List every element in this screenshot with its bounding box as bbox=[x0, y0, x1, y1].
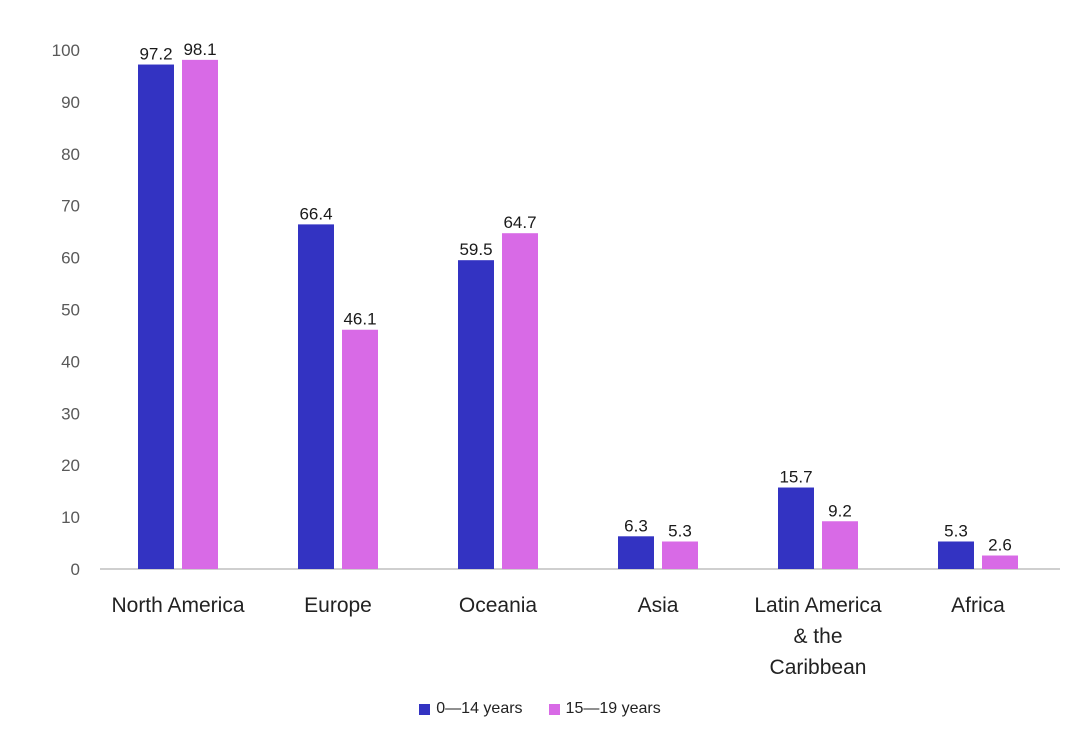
y-tick-label: 40 bbox=[61, 352, 80, 371]
y-tick-label: 90 bbox=[61, 93, 80, 112]
data-label: 2.6 bbox=[988, 536, 1012, 555]
legend-swatch-series-1 bbox=[419, 703, 431, 715]
bar bbox=[138, 64, 174, 570]
data-label: 59.5 bbox=[459, 240, 492, 259]
bar bbox=[822, 521, 858, 569]
bar bbox=[342, 329, 378, 569]
data-label: 64.7 bbox=[503, 213, 536, 232]
data-label: 46.1 bbox=[343, 310, 376, 329]
bar-chart: 0 10 20 30 40 50 60 70 80 90 100 97.2 98.1 66.4 46.1 5… bbox=[52, 40, 1060, 679]
data-label: 9.2 bbox=[828, 501, 852, 520]
category-label: Europe bbox=[304, 594, 372, 617]
category-label: Caribbean bbox=[770, 656, 867, 679]
y-tick-label: 50 bbox=[61, 301, 80, 320]
data-label: 98.1 bbox=[183, 40, 216, 59]
category-label: Africa bbox=[951, 594, 1005, 617]
bars bbox=[138, 59, 1018, 570]
legend-item-series-1: 0—14 years bbox=[419, 700, 523, 718]
y-tick-label: 70 bbox=[61, 197, 80, 216]
y-tick-label: 30 bbox=[61, 404, 80, 423]
bar bbox=[938, 541, 974, 569]
legend-item-series-2: 15—19 years bbox=[548, 700, 661, 718]
category-labels: North America Europe Oceania Asia Latin Amer… bbox=[111, 594, 1005, 679]
legend-label-series-1: 0—14 years bbox=[436, 700, 523, 717]
bar bbox=[778, 487, 814, 569]
y-tick-label: 10 bbox=[61, 508, 80, 527]
y-tick-label: 100 bbox=[52, 41, 80, 60]
y-axis-ticks: 0 10 20 30 40 50 60 70 80 90 100 bbox=[52, 41, 80, 579]
y-tick-label: 80 bbox=[61, 145, 80, 164]
y-tick-label: 60 bbox=[61, 249, 80, 268]
category-label: Latin America bbox=[754, 594, 882, 617]
bar bbox=[298, 224, 334, 569]
category-label: & the bbox=[793, 625, 842, 648]
data-label: 97.2 bbox=[139, 45, 172, 64]
bar bbox=[458, 260, 494, 569]
bar bbox=[182, 59, 218, 570]
category-label: Asia bbox=[638, 594, 679, 617]
data-labels: 97.2 98.1 66.4 46.1 59.5 64.7 6.3 5.3 15.7 9.2 5.3… bbox=[139, 40, 1011, 555]
data-label: 5.3 bbox=[668, 521, 692, 540]
legend-label-series-2: 15—19 years bbox=[565, 700, 661, 717]
category-label: North America bbox=[111, 594, 244, 617]
legend: 0—14 years 15—19 years bbox=[0, 700, 1080, 718]
data-label: 5.3 bbox=[944, 521, 968, 540]
y-tick-label: 20 bbox=[61, 456, 80, 475]
data-label: 66.4 bbox=[299, 204, 332, 223]
y-tick-label: 0 bbox=[71, 560, 80, 579]
legend-swatch-series-2 bbox=[548, 703, 560, 715]
bar bbox=[618, 536, 654, 569]
bar bbox=[982, 555, 1018, 569]
data-label: 15.7 bbox=[779, 468, 812, 487]
data-label: 6.3 bbox=[624, 516, 648, 535]
bar bbox=[502, 233, 538, 569]
category-label: Oceania bbox=[459, 594, 538, 617]
bar bbox=[662, 541, 698, 569]
